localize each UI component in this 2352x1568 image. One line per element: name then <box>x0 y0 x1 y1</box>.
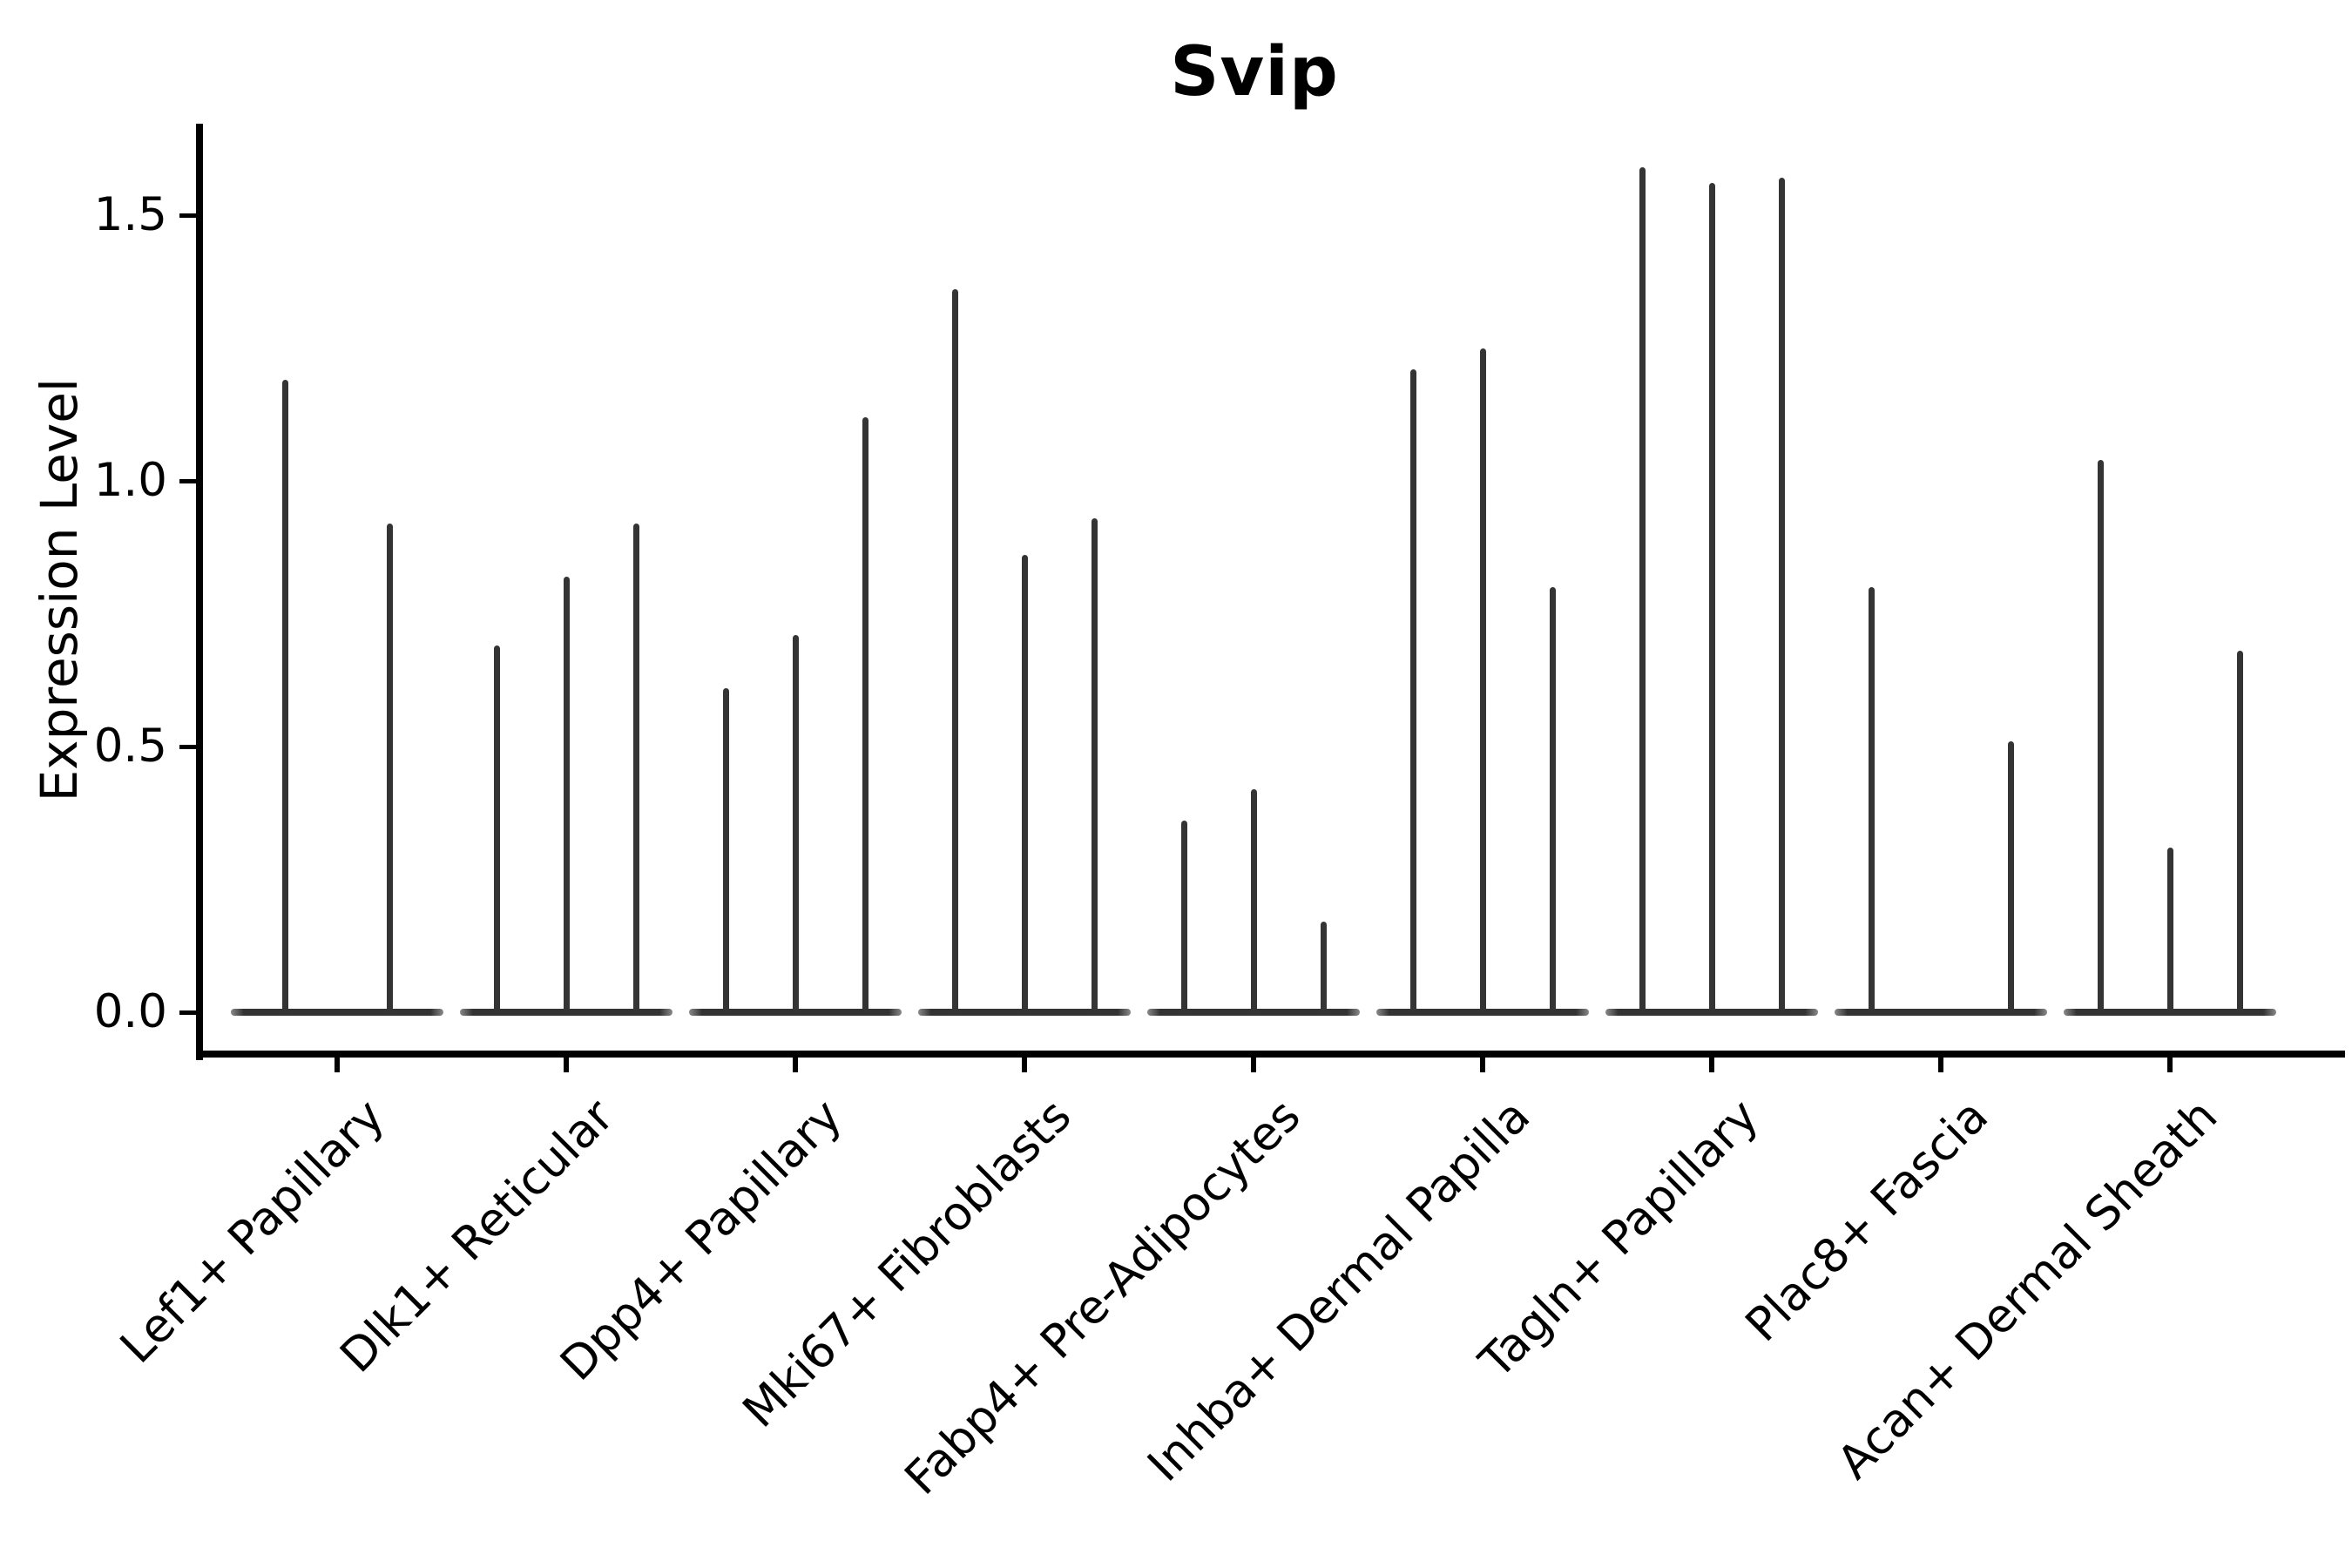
violin-spike <box>1549 587 1556 1012</box>
violin-baseline <box>689 1009 902 1016</box>
x-tick-mark <box>2167 1058 2173 1072</box>
violin-baseline <box>460 1009 672 1016</box>
x-tick-mark <box>1251 1058 1256 1072</box>
violin-spike <box>563 576 570 1012</box>
violin-spike <box>1868 587 1875 1012</box>
violin-baseline <box>2064 1009 2276 1016</box>
x-axis-spine <box>196 1051 2345 1058</box>
violin-spike <box>722 687 729 1012</box>
violin-spike <box>1479 348 1486 1012</box>
violin-spike <box>1708 183 1715 1012</box>
x-category-label: Inhba+ Dermal Papilla <box>1137 1089 1540 1492</box>
violin-spike <box>792 634 799 1012</box>
violin-spike <box>1778 178 1785 1012</box>
y-axis-label: Expression Level <box>29 377 89 802</box>
violin-baseline <box>1376 1009 1589 1016</box>
x-tick-mark <box>564 1058 569 1072</box>
x-category-label: Acan+ Dermal Sheath <box>1827 1089 2227 1490</box>
x-category-label: Plac8+ Fascia <box>1735 1089 1998 1353</box>
violin-spike <box>281 380 288 1012</box>
chart-title: Svip <box>1170 33 1339 112</box>
x-tick-mark <box>1709 1058 1714 1072</box>
x-tick-mark <box>793 1058 798 1072</box>
y-tick-label: 1.5 <box>93 188 167 241</box>
y-tick-mark <box>179 744 197 749</box>
violin-spike <box>2166 847 2173 1012</box>
violin-baseline <box>918 1009 1131 1016</box>
violin-spike <box>2236 651 2243 1012</box>
violin-spike <box>632 523 639 1012</box>
x-tick-mark <box>1480 1058 1485 1072</box>
x-tick-mark <box>1938 1058 1943 1072</box>
violin-spike <box>1091 517 1098 1012</box>
violin-spike <box>1021 555 1028 1012</box>
violin-spike <box>1180 821 1187 1012</box>
y-axis-label-box: Expression Level <box>0 124 118 1056</box>
x-tick-mark <box>335 1058 340 1072</box>
violin-baseline <box>1147 1009 1360 1016</box>
violin-spike <box>1639 167 1646 1012</box>
y-tick-mark <box>179 1010 197 1015</box>
x-category-label: Fabp4+ Pre-Adipocytes <box>895 1089 1311 1505</box>
violin-spike <box>493 645 500 1012</box>
violin-spike <box>2007 740 2014 1012</box>
violin-spike <box>1250 788 1257 1012</box>
violin-baseline <box>231 1009 443 1016</box>
violin-spike <box>1409 368 1416 1012</box>
violin-spike <box>1320 922 1327 1012</box>
x-tick-mark <box>1022 1058 1027 1072</box>
violin-spike <box>951 289 958 1012</box>
violin-baseline <box>1835 1009 2047 1016</box>
y-tick-mark <box>179 478 197 483</box>
y-tick-label: 0.0 <box>93 985 167 1038</box>
y-tick-mark <box>179 213 197 218</box>
violin-spike <box>2097 459 2104 1012</box>
violin-spike <box>862 416 868 1012</box>
y-tick-label: 1.0 <box>93 454 167 507</box>
violin-baseline <box>1605 1009 1818 1016</box>
violin-spike <box>386 523 393 1012</box>
y-tick-label: 0.5 <box>93 720 167 773</box>
y-axis-spine <box>196 124 203 1060</box>
